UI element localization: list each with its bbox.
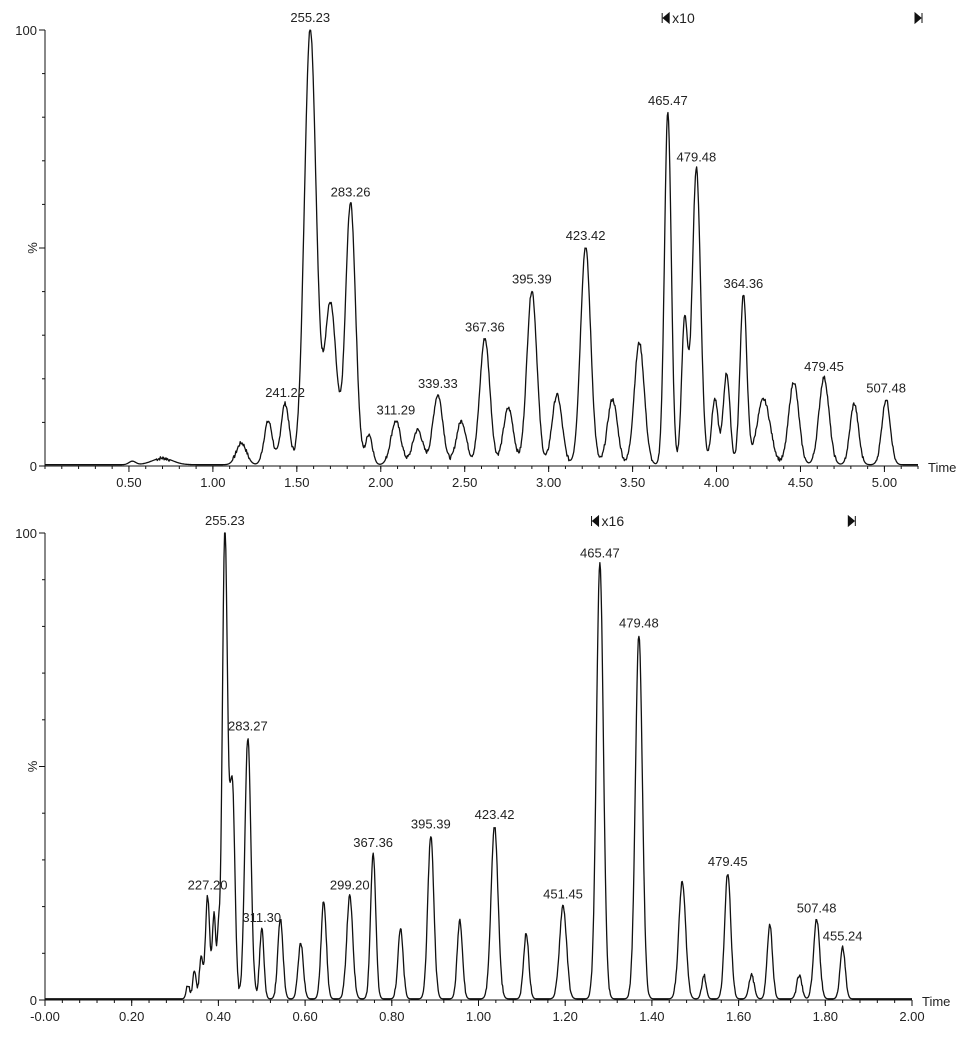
peak-label: 255.23 [290,10,330,25]
peak-label: 507.48 [797,901,837,916]
peak-label: 227.20 [188,877,228,892]
peak-label: 283.26 [331,184,371,199]
y-tick-label: 100 [15,526,37,541]
x-axis-label: Time [922,994,950,1009]
magnification-label: x16 [602,513,625,529]
x-tick-label: 0.80 [379,1009,404,1024]
magnification-label: x10 [672,10,695,26]
peak-label: 451.45 [543,887,583,902]
x-tick-label: 0.40 [206,1009,231,1024]
peak-label: 465.47 [580,546,620,561]
peak-label: 479.45 [708,854,748,869]
chromatogram-trace [44,532,913,1000]
peak-label: 423.42 [475,807,515,822]
chromatogram-trace [44,29,919,466]
magnify-end-marker [847,514,856,528]
x-tick-label: 0.60 [292,1009,317,1024]
peak-label: 339.33 [418,376,458,391]
x-tick-label: 1.50 [284,475,309,490]
peak-label: 283.27 [228,718,268,733]
peak-label: 241.22 [265,385,305,400]
chromatogram-panel-bottom: 0 100% -0.00 0.20 0.40 0.60 0.80 1.00 1.20 1.40 1.… [15,513,950,1024]
peak-label: 255.23 [205,513,245,528]
x-tick-label: 5.00 [872,475,897,490]
x-tick-label: 0.50 [116,475,141,490]
y-axis-label: % [25,242,40,254]
magnify-end-marker [914,11,923,25]
x-tick-label: -0.00 [30,1009,60,1024]
chromatogram-panel-top: 0 100% 0.50 1.00 1.50 2.00 2.50 3.00 3.50 4.00 4.5… [15,10,956,490]
peak-label: 364.36 [724,276,764,291]
magnify-start-marker [591,514,600,528]
x-tick-label: 2.50 [452,475,477,490]
peak-label: 367.36 [465,320,505,335]
x-tick-label: 4.50 [788,475,813,490]
x-tick-label: 1.20 [553,1009,578,1024]
y-tick-label: 0 [30,459,37,474]
y-tick-label: 100 [15,23,37,38]
peak-label: 479.48 [619,616,659,631]
x-tick-label: 1.40 [639,1009,664,1024]
magnify-start-marker [661,11,670,25]
x-axis-label: Time [928,460,956,475]
x-tick-label: 2.00 [899,1009,924,1024]
peak-label: 479.45 [804,359,844,374]
peak-label: 367.36 [353,835,393,850]
x-tick-label: 3.00 [536,475,561,490]
x-tick-label: 1.00 [200,475,225,490]
peak-label: 299.20 [330,877,370,892]
peak-label: 465.47 [648,93,688,108]
peak-label: 455.24 [823,929,863,944]
y-axis-label: % [25,760,40,772]
x-tick-label: 3.50 [620,475,645,490]
peak-label: 507.48 [866,381,906,396]
peak-label: 423.42 [566,228,606,243]
x-tick-label: 1.00 [466,1009,491,1024]
peak-label: 395.39 [512,272,552,287]
x-tick-label: 1.60 [726,1009,751,1024]
peak-label: 311.29 [376,402,415,417]
y-tick-label: 0 [30,993,37,1008]
x-tick-label: 1.80 [813,1009,838,1024]
x-tick-label: 4.00 [704,475,729,490]
x-tick-label: 0.20 [119,1009,144,1024]
peak-label: 395.39 [411,817,451,832]
peak-label: 311.30 [242,910,281,925]
x-tick-label: 2.00 [368,475,393,490]
peak-label: 479.48 [677,150,717,165]
